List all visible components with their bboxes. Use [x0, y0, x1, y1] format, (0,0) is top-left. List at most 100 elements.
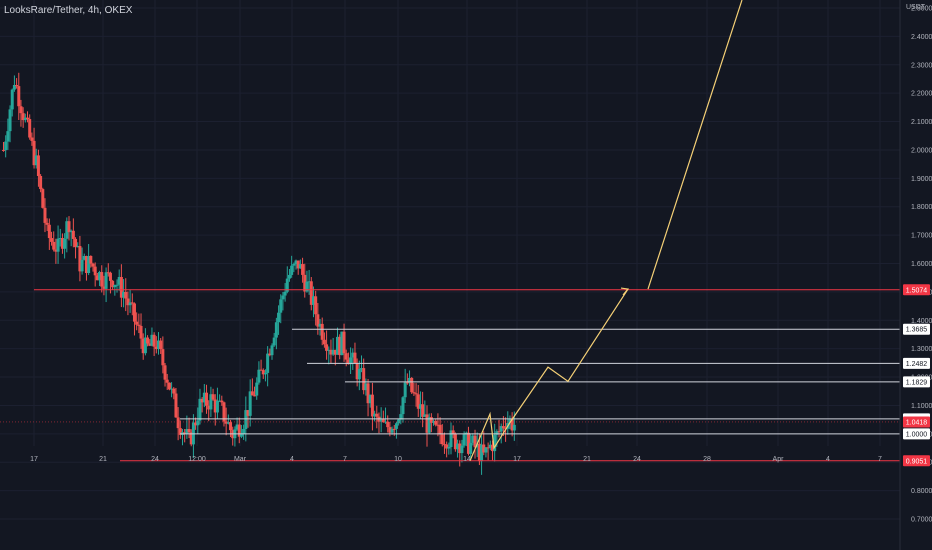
candle-body — [60, 238, 64, 249]
candle-body — [482, 444, 486, 453]
candle-body — [239, 433, 243, 437]
projection-line — [469, 288, 629, 462]
grid — [0, 0, 900, 520]
y-tick-label: 0.7000 — [911, 517, 932, 524]
candle-body — [270, 345, 274, 356]
candle-body — [93, 266, 97, 276]
candle-body — [115, 284, 119, 286]
candle-body — [499, 426, 503, 432]
candle-body — [8, 109, 12, 132]
candle-body — [220, 400, 224, 403]
x-tick-label: 10 — [394, 456, 402, 463]
candle-body — [410, 377, 414, 393]
candle-body — [429, 417, 433, 423]
horizontal-levels[interactable] — [0, 289, 900, 462]
candle-body — [307, 281, 311, 283]
candle-body — [373, 413, 377, 417]
candle-body — [65, 221, 69, 239]
candle-body — [34, 155, 38, 166]
candle-body — [52, 241, 56, 250]
candle-body — [351, 352, 355, 358]
candle-body — [364, 383, 368, 391]
candle-body — [167, 382, 171, 390]
candle-body — [462, 434, 466, 446]
candle-body — [143, 337, 147, 354]
x-tick-label: 4 — [290, 456, 294, 463]
candle-body — [139, 325, 143, 339]
candle-body — [156, 340, 160, 350]
x-tick-label: 7 — [878, 456, 882, 463]
candle-body — [427, 417, 431, 433]
candle-body — [222, 402, 226, 422]
candle-body — [152, 334, 156, 347]
candle-body — [309, 281, 313, 305]
candle-body — [80, 259, 84, 272]
candle-body — [477, 443, 481, 462]
candle-body — [255, 382, 259, 396]
y-tick-label: 2.0000 — [911, 147, 932, 154]
candle-body — [338, 336, 342, 356]
candle-body — [274, 322, 278, 338]
y-tick-label: 2.1000 — [911, 119, 932, 126]
candle-body — [108, 272, 112, 281]
candle-body — [178, 428, 182, 435]
x-tick-label: 17 — [513, 456, 521, 463]
candle-body — [399, 414, 403, 420]
candle-body — [386, 421, 390, 428]
y-tick-label: 2.2000 — [911, 91, 932, 98]
candle-body — [248, 391, 252, 416]
candle-body — [368, 394, 372, 404]
candle-body — [211, 394, 215, 400]
y-tick-label: 2.4000 — [911, 34, 932, 41]
candle-body — [335, 336, 339, 355]
candle-body — [137, 324, 141, 326]
candle-body — [237, 424, 241, 437]
level-tag-label: 1.3685 — [906, 327, 928, 334]
level-tag-label: 1.0000 — [906, 431, 928, 438]
current-price-tag — [903, 416, 930, 428]
candle-body — [349, 357, 353, 365]
candle-body — [130, 302, 134, 304]
candle-body — [189, 432, 193, 445]
level-tag-label: 0.9051 — [906, 458, 928, 465]
candle-body — [497, 431, 501, 433]
candle-body — [279, 299, 283, 313]
candle-body — [58, 238, 62, 240]
candle-body — [501, 426, 505, 429]
candle-body — [466, 432, 470, 454]
candle-body — [229, 422, 233, 431]
candle-body — [74, 238, 78, 248]
candle-body — [50, 238, 54, 242]
candle-body — [200, 398, 204, 403]
candle-body — [104, 272, 108, 289]
candle-body — [329, 349, 333, 355]
time-axis[interactable]: 17 21 24 12:00 Mar 4 7 10 14 17 21 24 28 Apr 4 7 — [30, 456, 882, 463]
candle-body — [512, 424, 516, 431]
candle-body — [98, 272, 102, 281]
candle-body — [17, 86, 21, 107]
candle-body — [379, 419, 383, 422]
candle-body — [340, 331, 344, 356]
candle-body — [458, 443, 462, 454]
candle-body — [84, 255, 88, 273]
candle-body — [388, 427, 392, 433]
candle-body — [475, 443, 479, 448]
level-tag-label: 1.5074 — [906, 287, 928, 294]
candle-body — [434, 420, 438, 425]
x-tick-label: 21 — [99, 456, 107, 463]
candle-body — [30, 137, 34, 141]
candle-body — [360, 368, 364, 370]
candle-body — [185, 429, 189, 434]
x-tick-label: 28 — [703, 456, 711, 463]
candle-body — [21, 113, 25, 121]
candle-body — [294, 260, 298, 264]
y-tick-label: 1.7000 — [911, 233, 932, 240]
candle-body — [12, 84, 16, 90]
candle-body — [205, 392, 209, 406]
x-tick-label: 24 — [151, 456, 159, 463]
y-tick-label: 1.6000 — [911, 261, 932, 268]
candle-body — [187, 429, 191, 433]
candle-body — [170, 388, 174, 390]
candle-body — [403, 382, 407, 398]
